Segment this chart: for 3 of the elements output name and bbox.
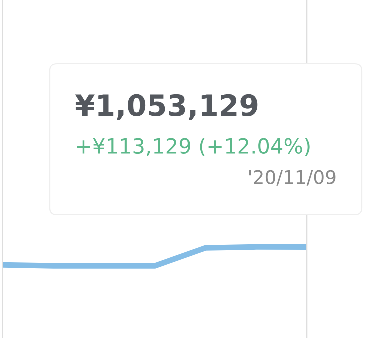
text: +¥113,129 (+12.04%) — [77, 138, 310, 156]
text: '20/11/09 — [249, 170, 336, 186]
text: ¥1,053,129 — [75, 94, 258, 120]
